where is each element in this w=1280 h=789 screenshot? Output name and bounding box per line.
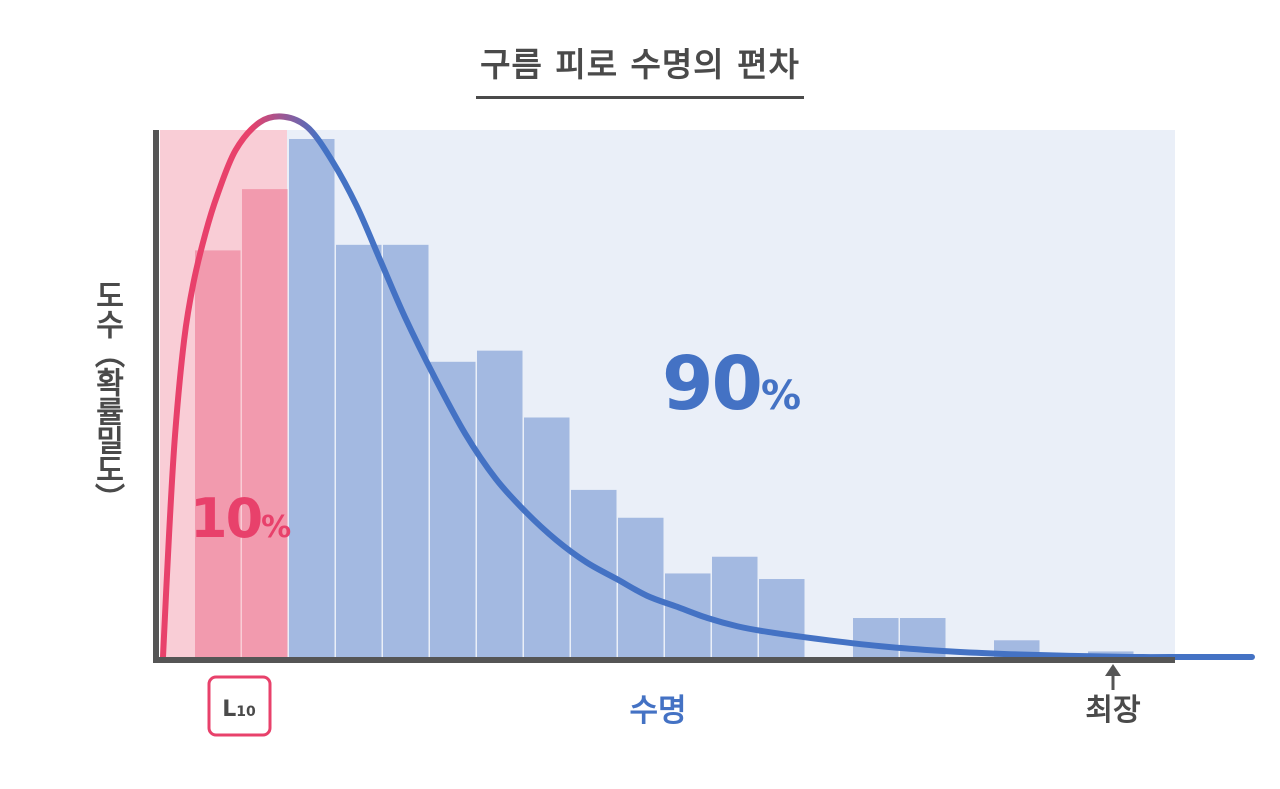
longest-tick-label: 최장 <box>1085 693 1141 728</box>
region-90-label: 90% <box>662 341 800 427</box>
chart-title-text: 구름 피로 수명의 편차 <box>476 38 804 99</box>
bar-15 <box>853 618 899 657</box>
bar-12 <box>712 556 758 657</box>
bar-1 <box>195 250 241 657</box>
l10-tick-label: L10 <box>222 697 256 722</box>
bar-10 <box>618 517 664 657</box>
bar-4 <box>336 244 382 657</box>
l10-box <box>207 675 272 737</box>
chart-title: 구름 피로 수명의 편차 <box>0 38 1280 99</box>
bar-3 <box>289 138 335 658</box>
region-10-label: 10% <box>190 487 291 550</box>
density-curve <box>160 113 1255 661</box>
x-axis-label: 수명 <box>629 693 686 729</box>
y-axis-label: 도수（확률밀도） <box>89 280 124 512</box>
bar-2 <box>242 189 288 657</box>
longest-arrow-icon <box>1105 664 1121 676</box>
bar-5 <box>383 244 429 657</box>
bar-13 <box>759 579 805 657</box>
bar-8 <box>524 417 570 657</box>
